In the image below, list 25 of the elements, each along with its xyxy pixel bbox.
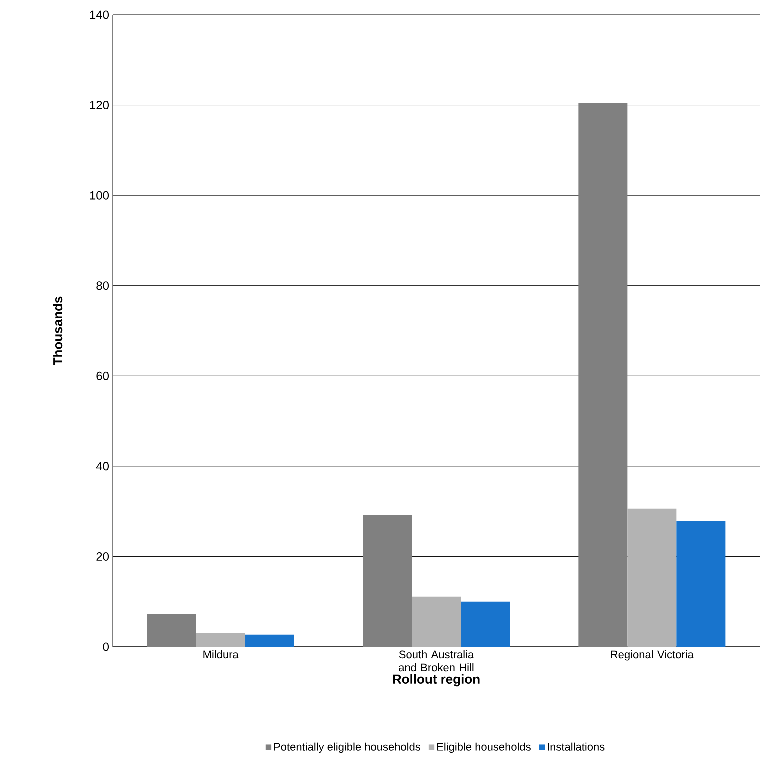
y-tick-label: 100 [90, 191, 110, 200]
y-tick-label: 140 [90, 10, 110, 20]
y-tick-label: 80 [96, 282, 110, 290]
bar [245, 634, 294, 647]
y-tick-label: 40 [96, 462, 110, 471]
y-axis-title: Thousands [53, 296, 63, 366]
bar [676, 522, 726, 647]
bar [196, 633, 246, 647]
bar [412, 596, 462, 647]
legend-label: Installations [548, 742, 605, 751]
x-axis-title: Rollout region [393, 674, 480, 687]
legend-label: Eligible households [437, 742, 531, 754]
x-tick-label: South Australia and Broken Hill [399, 650, 474, 672]
bar [363, 515, 412, 647]
bar [578, 103, 628, 647]
x-tick-label: Regional Victoria [611, 650, 694, 661]
legend-label: Potentially eligible households [274, 742, 420, 754]
x-tick-label: Mildura [204, 650, 239, 659]
bar [147, 614, 196, 647]
bar [628, 508, 677, 647]
y-tick-label: 120 [90, 101, 110, 110]
bar [461, 602, 510, 647]
y-tick-label: 0 [103, 642, 110, 652]
y-tick-label: 60 [96, 372, 110, 380]
y-tick-label: 20 [96, 552, 110, 561]
